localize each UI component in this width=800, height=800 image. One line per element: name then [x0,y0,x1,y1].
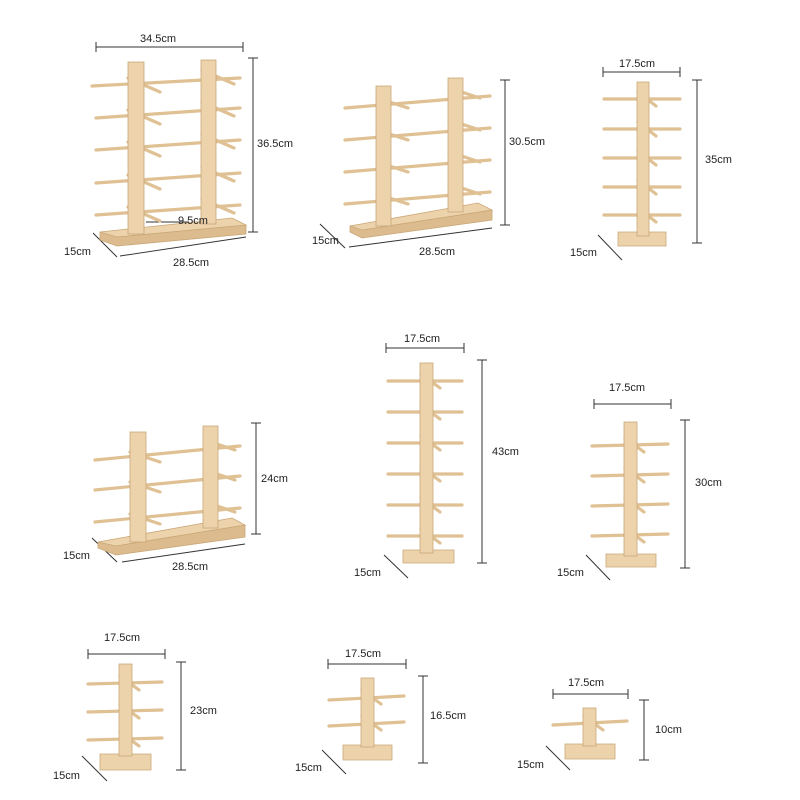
height-label: 24cm [261,473,288,485]
height-label: 36.5cm [257,138,294,150]
depth-label: 15cm [354,567,381,579]
height-label: 35cm [705,154,732,166]
height-label: 10cm [655,724,682,736]
depth-label: 15cm [312,235,339,247]
width-label: 17.5cm [568,677,605,689]
base-label: 28.5cm [172,561,209,573]
width-label: 17.5cm [609,382,646,394]
base-label: 28.5cm [419,246,456,258]
depth-label: 15cm [557,567,584,579]
height-label: 43cm [492,446,519,458]
width-label: 17.5cm [345,648,382,660]
height-label: 30.5cm [509,136,546,148]
depth-label: 15cm [517,759,544,771]
base-label: 28.5cm [173,257,210,269]
height-label: 30cm [695,477,722,489]
width-label: 34.5cm [140,33,177,45]
width-label: 17.5cm [104,632,141,644]
depth-label: 15cm [63,550,90,562]
height-label: 16.5cm [430,710,467,722]
depth-label: 15cm [64,246,91,258]
depth-label: 15cm [570,247,597,259]
depth-label: 15cm [295,762,322,774]
width-label: 17.5cm [619,58,656,70]
width-label: 17.5cm [404,333,441,345]
gap-label: 9.5cm [178,215,208,227]
height-label: 23cm [190,705,217,717]
depth-label: 15cm [53,770,80,782]
